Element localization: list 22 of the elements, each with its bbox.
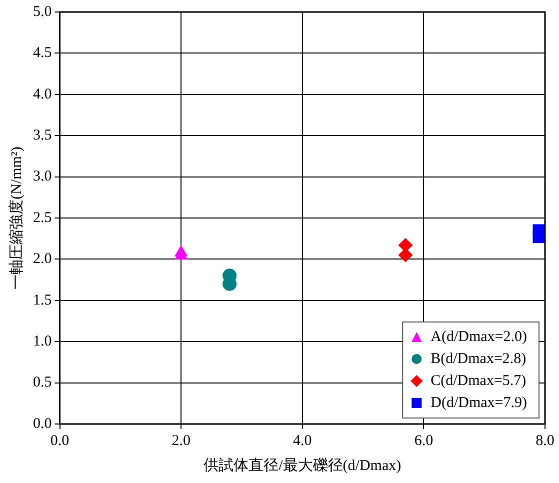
legend-label: D(d/Dmax=7.9) xyxy=(430,394,528,411)
x-tick-label: 0.0 xyxy=(50,432,70,449)
y-tick-label: 5.0 xyxy=(33,4,52,20)
legend-label: B(d/Dmax=2.8) xyxy=(430,350,526,367)
x-tick-label: 4.0 xyxy=(293,432,312,449)
y-tick-label: 3.5 xyxy=(33,128,52,144)
y-tick-label: 0.5 xyxy=(33,374,52,391)
y-tick-label: 2.0 xyxy=(33,251,52,268)
legend-label: C(d/Dmax=5.7) xyxy=(430,372,526,389)
y-tick-label: 1.5 xyxy=(33,292,52,308)
x-tick-label: 2.0 xyxy=(172,432,190,449)
y-tick-label: 4.5 xyxy=(33,45,52,62)
x-tick-label: 6.0 xyxy=(414,432,434,449)
y-tick-label: 1.0 xyxy=(33,334,52,350)
legend-label: A(d/Dmax=2.0) xyxy=(430,328,528,345)
y-tick-label: 4.0 xyxy=(33,86,52,102)
x-tick-label: 8.0 xyxy=(536,432,554,449)
y-tick-label: 3.0 xyxy=(33,168,52,185)
y-axis-title: 一軸圧縮強度(N/mm²) xyxy=(8,146,25,290)
y-tick-label: 2.5 xyxy=(33,210,52,226)
x-axis-title: 供試体直径/最大礫径(d/Dmax) xyxy=(204,456,402,474)
y-tick-label: 0.0 xyxy=(33,416,52,432)
